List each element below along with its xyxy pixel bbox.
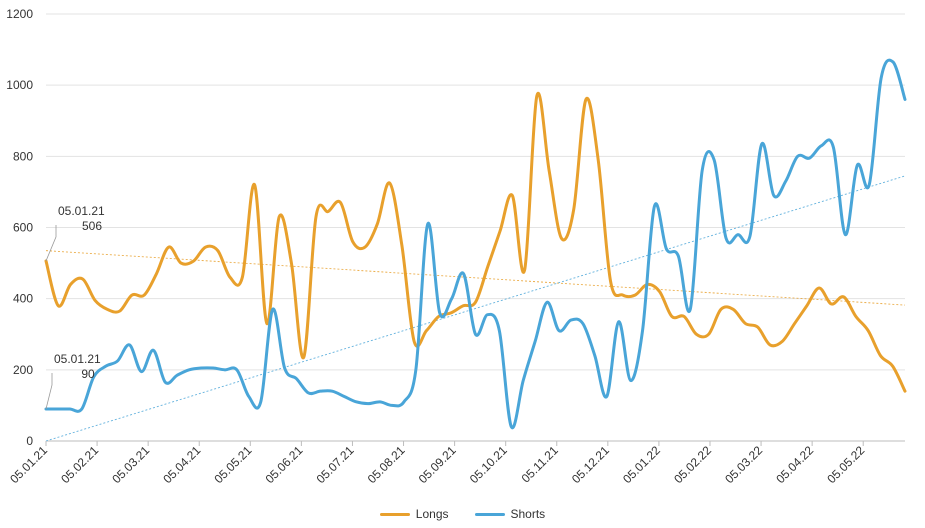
x-tick-label: 05.05.22 [824, 443, 867, 486]
x-axis-ticks: 05.01.21 05.02.21 05.03.21 05.04.21 05.05.21… [7, 441, 868, 486]
annotation-leader-longs [45, 224, 57, 262]
series-line-longs[interactable] [44, 91, 907, 393]
series-lines [44, 58, 907, 430]
annotation-value-shorts: 90 [81, 367, 95, 381]
x-tick-label: 05.07.21 [314, 443, 357, 486]
trendline-shorts [45, 175, 906, 442]
annotation-date-longs: 05.01.21 [58, 204, 105, 218]
y-tick-label: 400 [13, 292, 33, 306]
x-tick-label: 05.09.21 [416, 443, 459, 486]
legend-item-longs[interactable]: Longs [379, 507, 449, 521]
x-tick-label: 05.12.21 [569, 443, 612, 486]
x-tick-label: 05.06.21 [263, 443, 306, 486]
y-tick-label: 800 [13, 149, 33, 163]
x-tick-label: 05.01.22 [620, 443, 663, 486]
x-tick-label: 05.04.22 [773, 443, 816, 486]
x-tick-label: 05.10.21 [467, 443, 510, 486]
annotation-date-shorts: 05.01.21 [54, 352, 101, 366]
y-axis-ticks: 0 200 400 600 800 1000 1200 [6, 7, 33, 448]
legend-swatch-longs [379, 512, 410, 516]
legend-swatch-shorts [474, 512, 505, 516]
x-tick-label: 05.05.21 [211, 443, 254, 486]
legend-item-shorts[interactable]: Shorts [474, 507, 546, 521]
trendline-longs [45, 250, 906, 306]
x-tick-label: 05.11.21 [519, 443, 562, 486]
y-tick-label: 0 [26, 434, 33, 448]
x-tick-label: 05.02.22 [671, 443, 714, 486]
y-tick-label: 200 [13, 363, 33, 377]
x-tick-label: 05.02.21 [58, 443, 101, 486]
y-tick-label: 1200 [6, 7, 33, 21]
legend: Longs Shorts [0, 507, 925, 521]
y-tick-label: 1000 [6, 78, 33, 92]
annotation-value-longs: 506 [82, 219, 102, 233]
legend-label-shorts: Shorts [510, 507, 546, 521]
series-line-shorts[interactable] [44, 58, 907, 430]
x-tick-label: 05.03.21 [109, 443, 152, 486]
x-tick-label: 05.03.22 [722, 443, 765, 486]
x-tick-label: 05.04.21 [160, 443, 203, 486]
x-tick-label: 05.01.21 [7, 443, 50, 486]
y-tick-label: 600 [13, 221, 33, 235]
x-tick-label: 05.08.21 [365, 443, 408, 486]
legend-label-longs: Longs [415, 507, 449, 521]
annotation-leader-shorts [45, 372, 53, 410]
trend-lines [45, 175, 906, 442]
